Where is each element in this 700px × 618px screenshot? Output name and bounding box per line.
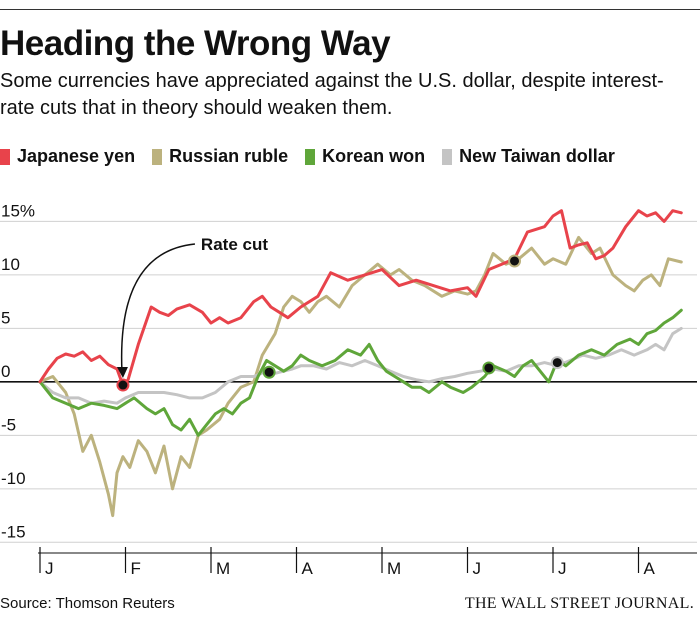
x-tick-label: F [131, 559, 141, 578]
rate-cut-marker [550, 356, 564, 370]
x-tick-label: J [473, 559, 482, 578]
x-tick-label: J [558, 559, 567, 578]
annotation-arrowhead [116, 367, 128, 379]
legend-label-russian-ruble: Russian ruble [169, 146, 289, 166]
source-note: Source: Thomson Reuters [0, 595, 175, 612]
chart-title: Heading the Wrong Way [0, 24, 391, 63]
y-tick-label: -10 [1, 469, 26, 488]
rate-cut-marker [262, 365, 276, 379]
legend-swatch-russian-ruble [152, 148, 163, 165]
rate-cut-annotation: Rate cut [116, 235, 268, 379]
legend-label-japanese-yen: Japanese yen [17, 146, 136, 166]
legend-item-new-taiwan-dollar: New Taiwan dollar [442, 146, 615, 167]
x-tick-label: A [644, 559, 656, 578]
top-rule [0, 9, 700, 10]
y-tick-label: 0 [1, 362, 10, 381]
legend-swatch-japanese-yen [0, 148, 10, 165]
y-tick-label: -5 [1, 415, 16, 434]
x-tick-label: J [45, 559, 54, 578]
legend-item-russian-ruble: Russian ruble [152, 146, 288, 167]
line-chart: 15% 10 5 0 -5 -10 -15 J F M A M J J A Rate cut [0, 201, 697, 578]
publisher-logo: THE WALL STREET JOURNAL. [464, 595, 694, 612]
legend: Japanese yen Russian ruble Korean won Ne… [0, 146, 632, 167]
series-line-korean-won [38, 308, 683, 437]
x-tick-label: M [387, 559, 401, 578]
series-line-japanese-yen [38, 209, 683, 387]
legend-item-japanese-yen: Japanese yen [0, 146, 135, 167]
x-tick-label: M [216, 559, 230, 578]
annotation-arrow [120, 243, 196, 372]
y-tick-label: 15% [1, 201, 35, 220]
rate-cut-marker [116, 378, 130, 392]
y-tick-label: 5 [1, 308, 10, 327]
rate-cut-markers [116, 254, 564, 392]
rate-cut-marker [508, 254, 522, 268]
legend-item-korean-won: Korean won [305, 146, 425, 167]
series-line-new-taiwan-dollar [38, 326, 683, 405]
y-tick-label: 10 [1, 255, 20, 274]
chart-subtitle: Some currencies have appreciated against… [0, 70, 664, 119]
series-lines [38, 209, 683, 518]
legend-label-new-taiwan-dollar: New Taiwan dollar [459, 146, 615, 166]
legend-swatch-korean-won [305, 148, 316, 165]
y-tick-label: -15 [1, 522, 26, 541]
series-line-russian-ruble [38, 235, 683, 518]
annotation-label: Rate cut [201, 235, 268, 254]
legend-swatch-new-taiwan-dollar [442, 148, 453, 165]
gridlines: 15% 10 5 0 -5 -10 -15 [0, 201, 697, 543]
legend-label-korean-won: Korean won [322, 146, 426, 166]
rate-cut-marker [482, 361, 496, 375]
x-tick-label: A [302, 559, 314, 578]
